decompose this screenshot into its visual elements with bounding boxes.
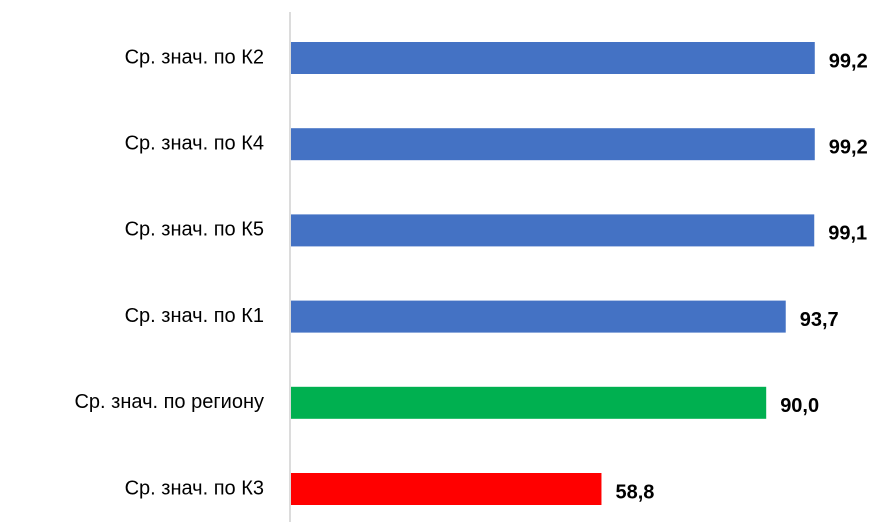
category-label: Ср. знач. по К3 bbox=[125, 477, 264, 499]
value-label: 99,1 bbox=[828, 223, 867, 245]
category-label: Ср. знач. по К1 bbox=[125, 305, 264, 327]
bar bbox=[291, 128, 815, 161]
value-label: 58,8 bbox=[615, 481, 654, 503]
bar bbox=[291, 386, 767, 419]
value-label: 99,2 bbox=[829, 50, 868, 72]
value-label: 90,0 bbox=[780, 395, 819, 417]
bar bbox=[291, 473, 602, 505]
category-label: Ср. знач. по К5 bbox=[125, 219, 264, 241]
bar bbox=[291, 214, 815, 247]
category-label: Ср. знач. по региону bbox=[74, 391, 264, 413]
bar bbox=[291, 42, 815, 74]
value-label: 99,2 bbox=[829, 136, 868, 158]
category-label: Ср. знач. по К2 bbox=[125, 46, 264, 68]
value-label: 93,7 bbox=[800, 309, 839, 331]
bar bbox=[291, 300, 786, 333]
category-label: Ср. знач. по К4 bbox=[125, 132, 264, 154]
